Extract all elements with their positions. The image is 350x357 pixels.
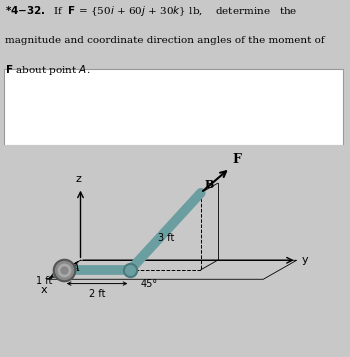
Text: z: z bbox=[76, 174, 82, 183]
Text: B: B bbox=[204, 179, 214, 190]
Text: magnitude and coordinate direction angles of the moment of: magnitude and coordinate direction angle… bbox=[5, 36, 325, 45]
Text: 1 ft: 1 ft bbox=[36, 276, 53, 286]
Text: $\bf{*4}$$\bf{-32.}$  If  $\mathbf{F}$ = {50$\mathit{i}$ + 60$\mathit{j}$ + 30$\: $\bf{*4}$$\bf{-32.}$ If $\mathbf{F}$ = {… bbox=[5, 4, 298, 18]
FancyBboxPatch shape bbox=[4, 69, 343, 145]
Text: A: A bbox=[71, 263, 79, 273]
Text: 2 ft: 2 ft bbox=[89, 289, 105, 299]
Text: 45°: 45° bbox=[141, 280, 158, 290]
Text: y: y bbox=[302, 255, 308, 265]
Text: 3 ft: 3 ft bbox=[158, 233, 175, 243]
Text: $\mathbf{F}$ about point $A$.: $\mathbf{F}$ about point $A$. bbox=[5, 63, 91, 77]
Text: x: x bbox=[40, 286, 47, 296]
Text: F: F bbox=[232, 153, 241, 166]
